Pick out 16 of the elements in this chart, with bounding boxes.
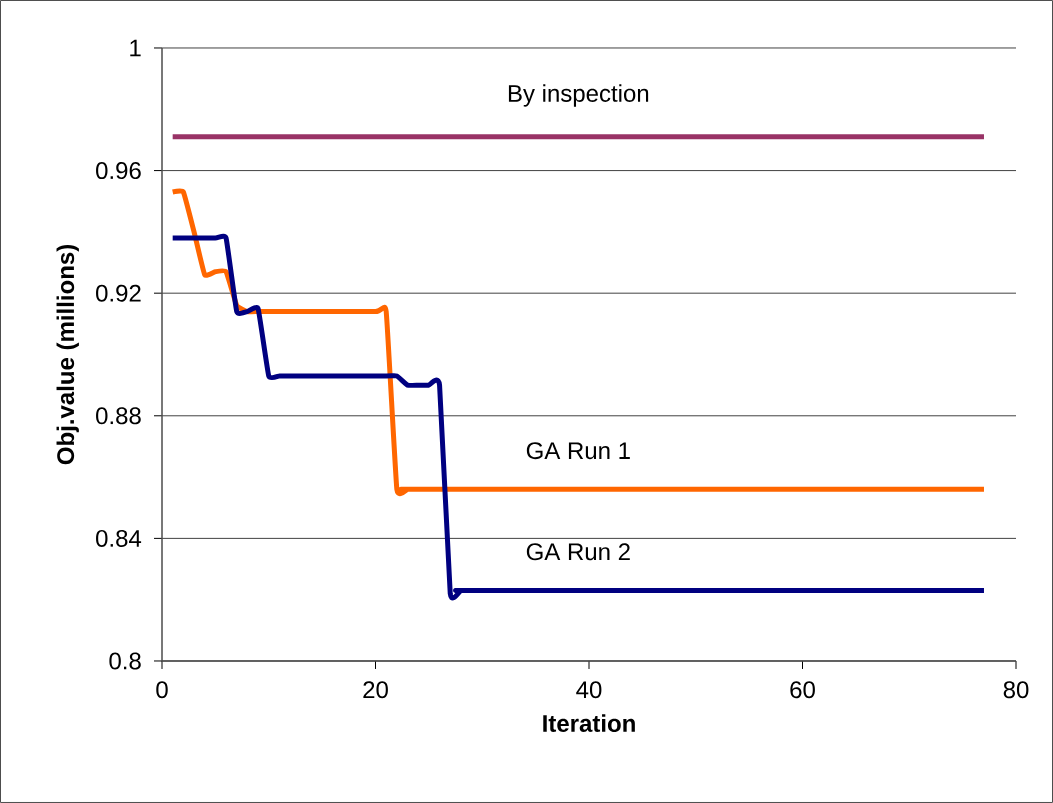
y-tick-label: 0.92 [96, 284, 141, 302]
y-tick-label: 0.88 [96, 407, 141, 425]
y-tick-label: 0.96 [96, 162, 141, 180]
y-tick-label: 0.8 [109, 652, 141, 670]
series-label: GA Run 1 [526, 442, 630, 460]
x-tick-label: 40 [576, 681, 602, 699]
series-label: GA Run 2 [526, 543, 630, 561]
series-label: By inspection [508, 84, 649, 107]
y-tick-label: 0.84 [96, 529, 142, 547]
y-tick-label: 1 [130, 39, 141, 57]
x-tick-label: 20 [363, 681, 388, 699]
x-tick-label: 80 [1003, 681, 1029, 699]
x-tick-label: 60 [790, 681, 815, 699]
x-axis-title: Iteration [543, 714, 635, 732]
y-axis-title: Obj.value (millions) [56, 244, 79, 465]
x-tick-label: 0 [156, 681, 168, 699]
